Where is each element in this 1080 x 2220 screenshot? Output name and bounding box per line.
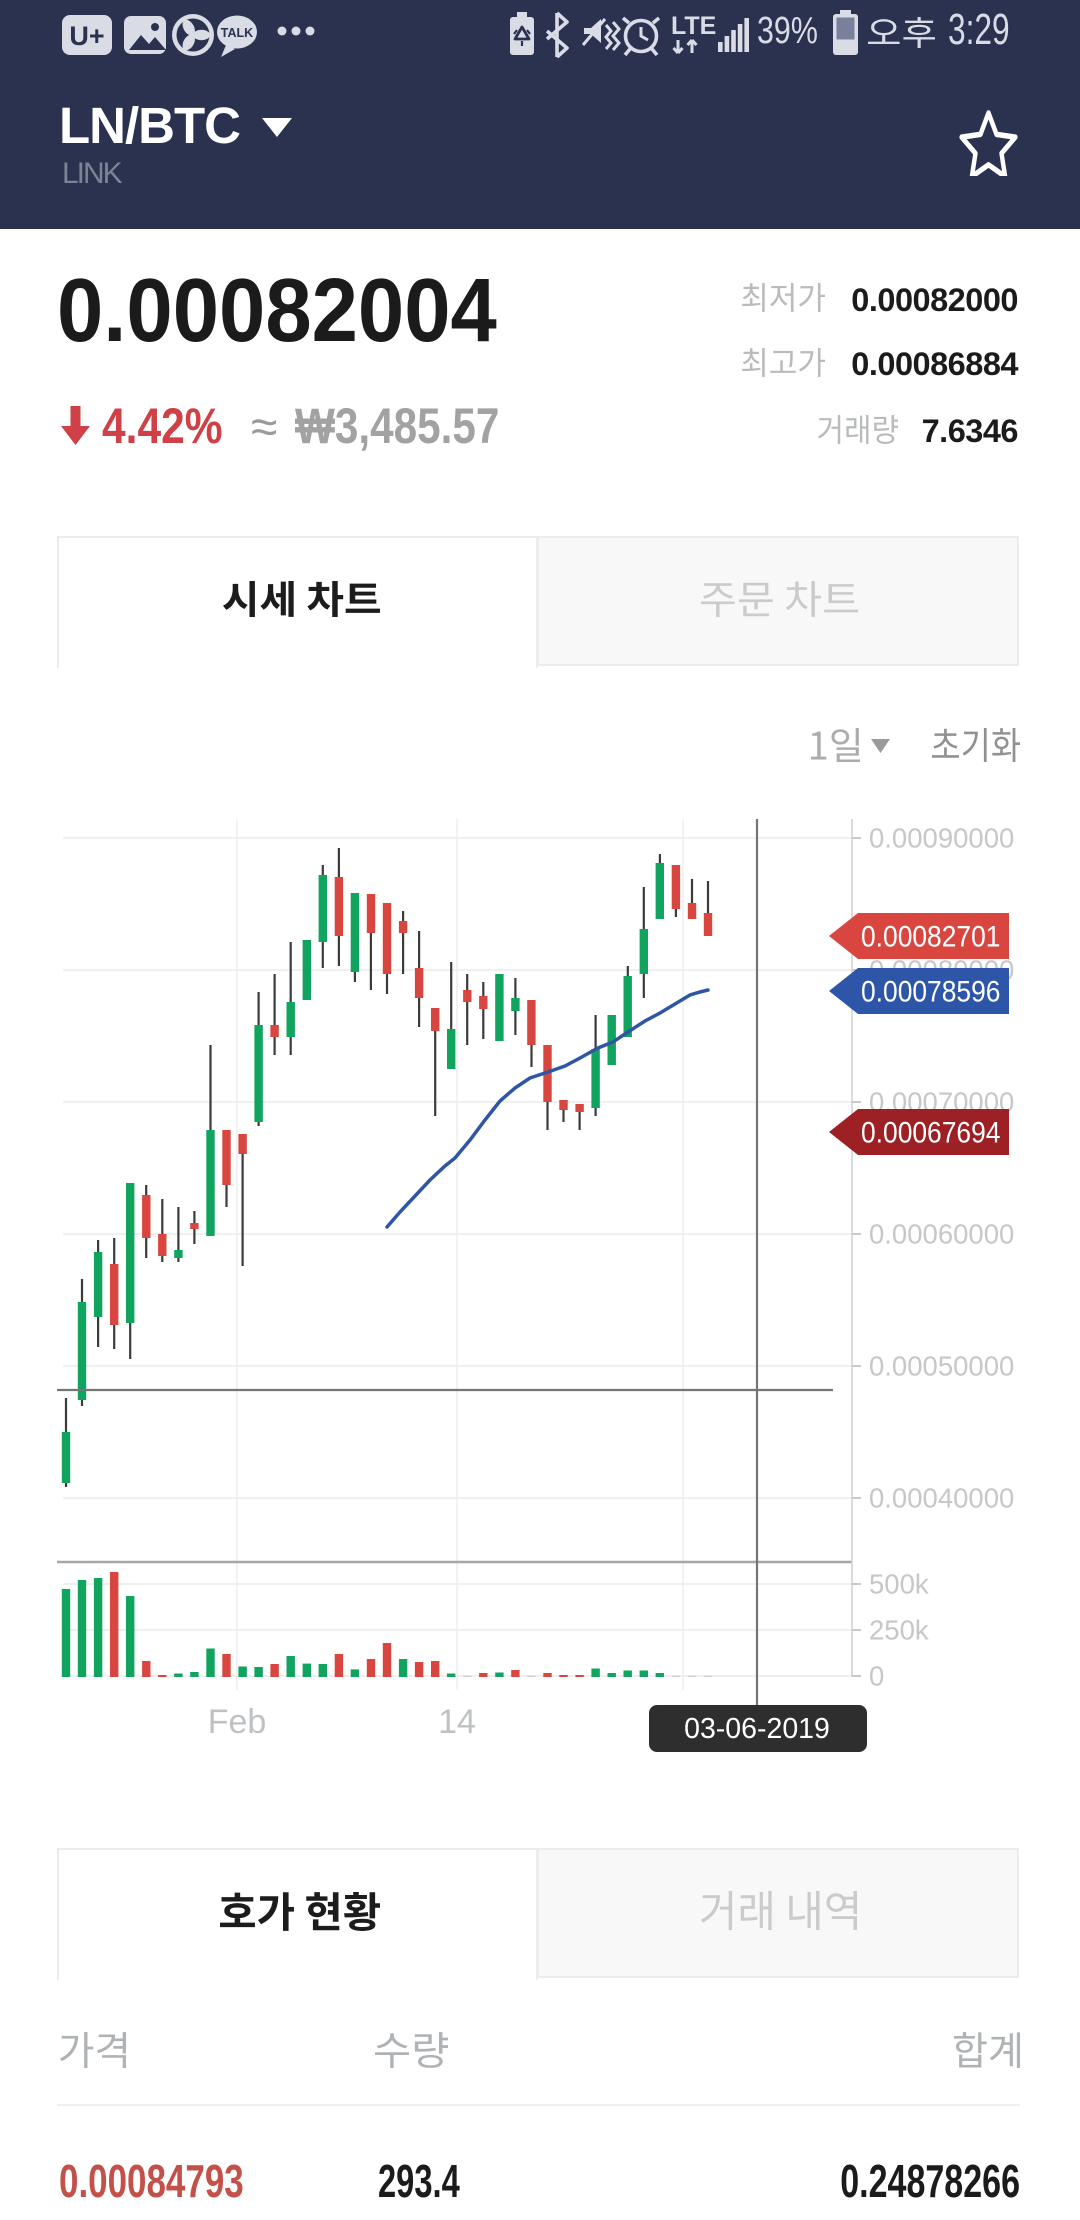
svg-text:TALK: TALK bbox=[221, 26, 253, 40]
svg-text:U+: U+ bbox=[69, 21, 104, 51]
svg-text:0.00067694: 0.00067694 bbox=[861, 1115, 1000, 1149]
svg-text:0.00060000: 0.00060000 bbox=[869, 1219, 1014, 1250]
svg-text:14: 14 bbox=[438, 1703, 476, 1741]
svg-text:0.00078596: 0.00078596 bbox=[861, 974, 1000, 1008]
svg-text:0.00082701: 0.00082701 bbox=[861, 919, 1000, 953]
svg-text:Feb: Feb bbox=[208, 1703, 267, 1741]
svg-text:500k: 500k bbox=[869, 1569, 929, 1600]
svg-text:03-06-2019: 03-06-2019 bbox=[684, 1713, 830, 1745]
svg-text:0.00040000: 0.00040000 bbox=[869, 1483, 1014, 1514]
svg-text:0.00090000: 0.00090000 bbox=[869, 823, 1014, 854]
svg-text:0.00050000: 0.00050000 bbox=[869, 1351, 1014, 1382]
svg-text:250k: 250k bbox=[869, 1615, 929, 1646]
svg-text:LTE: LTE bbox=[671, 12, 716, 40]
svg-text:0: 0 bbox=[869, 1661, 884, 1692]
